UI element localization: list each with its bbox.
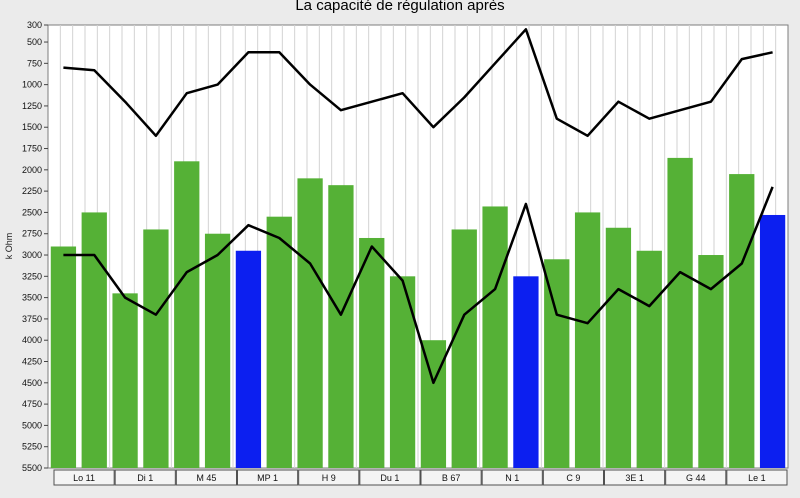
x-group-label: B 67 <box>442 473 461 483</box>
bar <box>112 293 138 468</box>
x-group-label: Di 1 <box>137 473 153 483</box>
bar <box>50 246 77 468</box>
x-group-box <box>53 469 115 486</box>
x-group-box <box>481 469 543 486</box>
y-tick-label: 3750 <box>22 314 42 324</box>
x-group-label: H 9 <box>322 473 336 483</box>
x-group-label: MP 1 <box>257 473 278 483</box>
y-tick-label: 2000 <box>22 165 42 175</box>
y-tick-label: 1000 <box>22 80 42 90</box>
y-axis: 300 500 750 1000 1250 1500 1750 2000 2250 2500 275… <box>22 20 48 473</box>
y-tick-label: 750 <box>27 58 42 68</box>
chart-title: La capacité de régulation après <box>295 0 505 14</box>
series-line <box>63 186 774 385</box>
y-tick-label: 5500 <box>22 463 42 473</box>
x-group-label: C 9 <box>566 473 580 483</box>
bar <box>266 216 292 468</box>
bar <box>420 340 447 468</box>
bar <box>729 174 755 468</box>
y-tick-label: 300 <box>27 20 42 30</box>
bar <box>759 214 786 468</box>
x-group-label: G 44 <box>686 473 706 483</box>
y-tick-label: 3250 <box>22 271 42 281</box>
y-tick-label: 3500 <box>22 293 42 303</box>
x-group-box <box>726 469 788 486</box>
x-group-label: Du 1 <box>380 473 399 483</box>
x-group-label: M 45 <box>196 473 216 483</box>
bar <box>235 250 262 468</box>
x-group-box <box>298 469 360 486</box>
y-tick-label: 3000 <box>22 250 42 260</box>
x-group-label: N 1 <box>505 473 519 483</box>
bar <box>389 276 416 468</box>
bar <box>605 227 632 468</box>
y-tick-label: 4250 <box>22 357 42 367</box>
x-group-box <box>359 469 421 486</box>
line-series <box>63 28 774 385</box>
y-tick-label: 1250 <box>22 101 42 111</box>
y-tick-label: 500 <box>27 37 42 47</box>
bar-series <box>50 157 786 469</box>
bar <box>636 250 662 468</box>
x-group-box <box>420 469 482 486</box>
y-tick-label: 1500 <box>22 122 42 132</box>
bar <box>698 255 724 468</box>
y-tick-label: 4750 <box>22 399 42 409</box>
bar <box>143 229 169 468</box>
series-line <box>63 28 773 138</box>
bar <box>574 212 601 468</box>
bar <box>482 206 508 469</box>
y-tick-label: 5250 <box>22 442 42 452</box>
y-tick-label: 2250 <box>22 186 42 196</box>
bar <box>328 185 354 468</box>
bar <box>297 178 323 468</box>
bar <box>667 157 693 468</box>
y-tick-label: 4000 <box>22 335 42 345</box>
bar <box>204 233 231 468</box>
x-group-box <box>114 469 176 486</box>
bar <box>81 212 107 468</box>
y-tick-label: 2500 <box>22 207 42 217</box>
x-group-box <box>237 469 299 486</box>
x-axis: Lo 11 Di 1 M 45 MP 1 H 9 Du 1 B 67 N 1 C 9 3E 1 G … <box>53 469 788 486</box>
x-group-box <box>175 469 237 486</box>
bar <box>513 276 539 468</box>
x-group-box <box>665 469 727 486</box>
y-tick-label: 4500 <box>22 378 42 388</box>
x-group-box <box>604 469 666 486</box>
y-tick-label: 5000 <box>22 420 42 430</box>
x-group-label: 3E 1 <box>625 473 644 483</box>
x-group-label: Le 1 <box>748 473 766 483</box>
bar <box>359 237 385 468</box>
bar <box>544 259 570 468</box>
y-tick-label: 2750 <box>22 229 42 239</box>
x-group-label: Lo 11 <box>73 473 95 483</box>
y-axis-label: k Ohm <box>4 233 14 260</box>
bar <box>451 229 477 468</box>
bar <box>174 161 200 469</box>
y-tick-label: 1750 <box>22 144 42 154</box>
x-group-box <box>542 469 604 486</box>
